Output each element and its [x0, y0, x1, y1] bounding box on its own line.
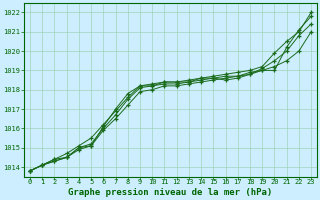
- X-axis label: Graphe pression niveau de la mer (hPa): Graphe pression niveau de la mer (hPa): [68, 188, 273, 197]
